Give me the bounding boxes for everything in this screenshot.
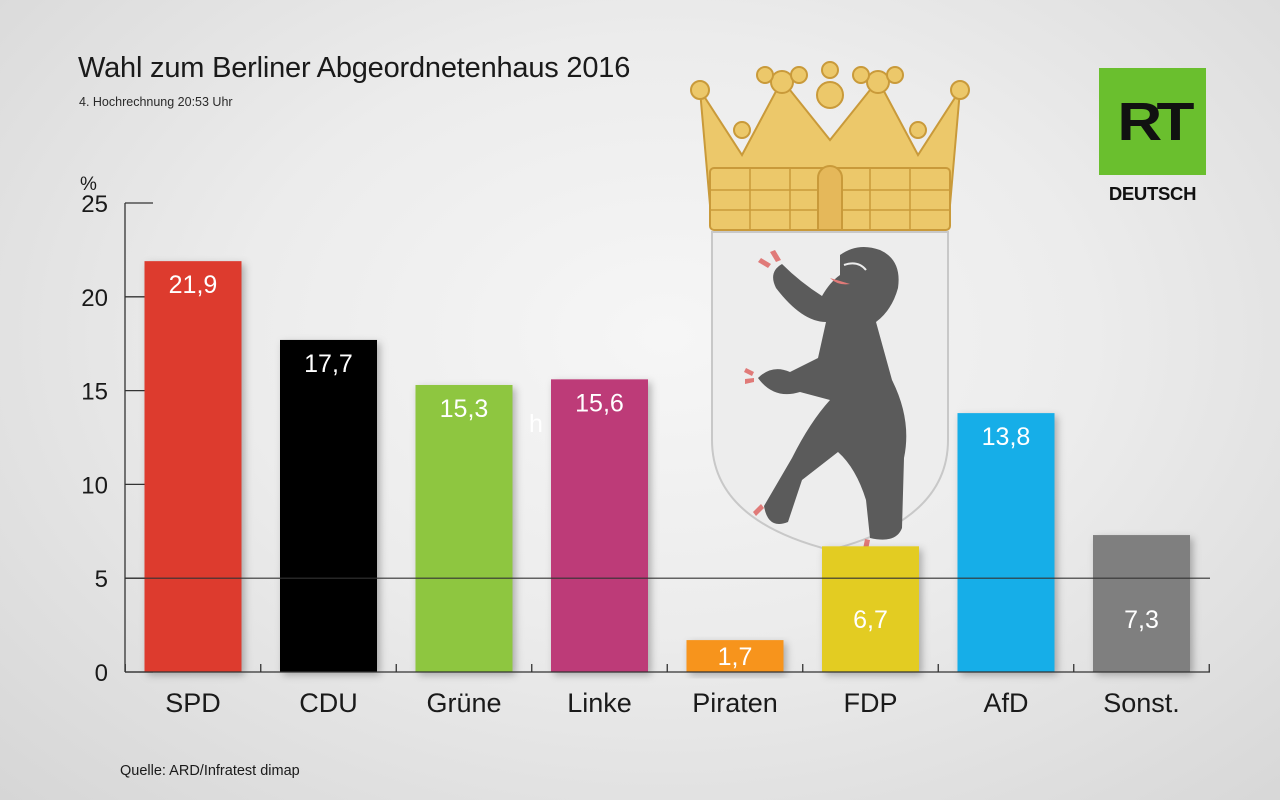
x-tick-label-linke: Linke [567, 688, 632, 718]
data-label-spd: 21,9 [169, 271, 218, 299]
x-tick-label-fdp: FDP [844, 688, 898, 718]
x-tick-label-piraten: Piraten [692, 688, 778, 718]
data-label-sonst-: 7,3 [1124, 606, 1159, 634]
data-label-gr-ne: 15,3 [440, 395, 489, 423]
x-tick-label-afd: AfD [983, 688, 1028, 718]
rt-logo-label: DEUTSCH [1108, 183, 1197, 204]
data-label-cdu: 17,7 [304, 350, 353, 378]
y-axis-unit-label: % [80, 174, 97, 195]
y-tick-label-15: 15 [81, 379, 108, 406]
bar-sonst- [1093, 535, 1190, 672]
bar-linke [551, 379, 648, 672]
x-tick-label-cdu: CDU [299, 688, 358, 718]
y-tick-label-0: 0 [95, 660, 108, 687]
rt-logo: RT [1099, 68, 1206, 175]
y-tick-label-20: 20 [81, 285, 108, 312]
berlin-coat-of-arms-icon [690, 61, 970, 552]
chart-subtitle: 4. Hochrechnung 20:53 Uhr [79, 95, 233, 109]
y-tick-label-10: 10 [81, 472, 108, 499]
x-tick-label-sonst-: Sonst. [1103, 688, 1180, 718]
chart-title: Wahl zum Berliner Abgeordnetenhaus 2016 [78, 52, 631, 84]
x-tick-label-spd: SPD [165, 688, 221, 718]
y-tick-label-25: 25 [81, 191, 108, 218]
bar-fdp [822, 546, 919, 672]
bar-cdu [280, 339, 377, 672]
crown-icon [690, 61, 970, 231]
bar-afd [957, 413, 1055, 672]
chart-source: Quelle: ARD/Infratest dimap [120, 763, 300, 779]
rt-logo-mark: RT [1116, 91, 1194, 152]
data-label-fdp: 6,7 [853, 606, 888, 634]
stray-text: h [529, 410, 543, 438]
y-tick-label-5: 5 [95, 566, 108, 593]
data-label-linke: 15,6 [575, 389, 624, 417]
data-label-afd: 13,8 [982, 423, 1031, 451]
bar-piraten [686, 640, 784, 672]
x-tick-label-gr-ne: Grüne [426, 688, 501, 718]
data-label-piraten: 1,7 [718, 643, 753, 671]
bar-spd [144, 261, 242, 672]
bar-gr-ne [415, 384, 513, 672]
